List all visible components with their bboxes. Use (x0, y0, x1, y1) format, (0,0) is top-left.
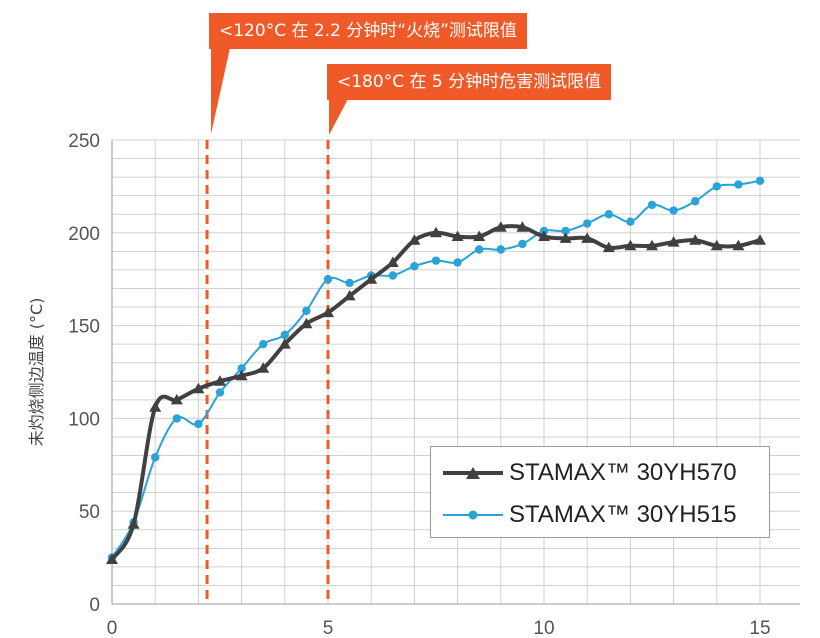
data-point-30yh570 (278, 338, 291, 349)
data-point-30yh515 (453, 258, 462, 267)
data-point-30yh570 (667, 236, 680, 247)
data-point-30yh570 (386, 256, 399, 267)
y-tick-label: 250 (68, 131, 100, 152)
y-tick-label: 100 (68, 409, 100, 430)
x-tick-label: 0 (107, 618, 118, 638)
axes (111, 140, 800, 605)
data-point-30yh515 (237, 364, 246, 373)
data-point-30yh515 (755, 176, 765, 186)
data-point-30yh515 (734, 180, 743, 189)
data-point-30yh570 (257, 362, 270, 373)
data-point-30yh515 (691, 197, 700, 206)
data-point-30yh570 (322, 306, 334, 318)
data-point-30yh570 (473, 230, 486, 242)
legend-item-30yh515: STAMAX™ 30YH515 (431, 495, 769, 535)
annotation-180c-limit: <180°C 在 5 分钟时危害测试限值 (327, 64, 612, 100)
data-point-30yh515 (323, 275, 333, 284)
data-point-30yh515 (561, 226, 570, 236)
data-point-30yh570 (106, 553, 118, 564)
data-point-30yh570 (300, 317, 313, 329)
data-point-30yh570 (451, 230, 464, 242)
data-point-30yh570 (602, 241, 615, 253)
data-point-30yh570 (710, 239, 723, 251)
tick-labels: 0 50 100 150 200 250 0 5 10 15 (68, 131, 770, 638)
data-point-30yh515 (647, 200, 657, 210)
data-point-30yh570 (192, 382, 205, 394)
annotation-120c-pointer (211, 48, 230, 134)
annotation-120c-limit: <120°C 在 2.2 分钟时“火烧”测试限值 (209, 13, 527, 49)
data-point-30yh515 (410, 262, 419, 271)
y-tick-label: 50 (79, 502, 100, 523)
data-point-30yh515 (712, 182, 721, 191)
data-point-30yh515 (280, 330, 289, 340)
x-tick-label: 15 (749, 618, 770, 638)
data-point-30yh515 (172, 414, 181, 423)
data-point-30yh515 (496, 245, 505, 254)
data-point-30yh570 (365, 273, 378, 284)
legend-item-30yh570: STAMAX™ 30YH570 (431, 453, 769, 493)
data-point-30yh570 (754, 234, 766, 245)
legend-swatch-30yh570 (443, 467, 503, 479)
data-point-30yh570 (646, 239, 658, 251)
data-point-30yh515 (604, 210, 613, 219)
annotation-180c-pointer (329, 99, 348, 135)
data-point-30yh515 (475, 245, 484, 254)
legend-label-30yh570: STAMAX™ 30YH570 (509, 459, 737, 486)
data-point-30yh570 (581, 232, 594, 243)
legend-swatch-30yh515 (443, 510, 503, 520)
data-point-30yh570 (516, 221, 529, 232)
data-point-30yh570 (430, 226, 442, 238)
data-point-30yh570 (127, 518, 140, 529)
data-point-30yh570 (408, 234, 421, 245)
y-tick-label: 0 (89, 595, 100, 616)
data-point-30yh570 (732, 239, 745, 251)
data-point-30yh570 (559, 232, 572, 243)
x-tick-label: 5 (323, 618, 334, 638)
data-point-30yh515 (669, 206, 678, 215)
data-point-30yh515 (626, 217, 635, 226)
data-point-30yh515 (518, 239, 527, 249)
y-axis-label: 未灼烧侧边温度 (°C) (27, 298, 46, 447)
y-tick-label: 150 (68, 317, 100, 338)
data-point-30yh515 (345, 278, 354, 288)
x-tick-label: 10 (533, 618, 554, 638)
data-point-30yh515 (194, 419, 203, 429)
data-point-30yh515 (302, 306, 311, 315)
data-point-30yh570 (214, 375, 226, 386)
series-30yh570 (106, 221, 766, 564)
data-point-30yh570 (235, 369, 248, 381)
data-point-30yh570 (170, 393, 183, 405)
legend: STAMAX™ 30YH570 STAMAX™ 30YH515 (430, 446, 770, 538)
data-point-30yh570 (343, 289, 356, 301)
data-point-30yh515 (151, 453, 160, 462)
data-point-30yh570 (538, 230, 550, 242)
data-point-30yh515 (431, 256, 441, 265)
legend-label-30yh515: STAMAX™ 30YH515 (509, 501, 737, 528)
data-point-30yh570 (149, 401, 162, 412)
series (106, 176, 766, 564)
data-point-30yh515 (583, 219, 592, 228)
data-point-30yh515 (215, 388, 225, 397)
data-point-30yh570 (689, 234, 702, 245)
limit-lines (205, 140, 330, 604)
data-point-30yh570 (494, 221, 507, 232)
data-point-30yh515 (259, 339, 268, 349)
y-tick-label: 200 (68, 224, 100, 245)
data-point-30yh515 (388, 271, 397, 280)
data-point-30yh570 (624, 239, 637, 251)
